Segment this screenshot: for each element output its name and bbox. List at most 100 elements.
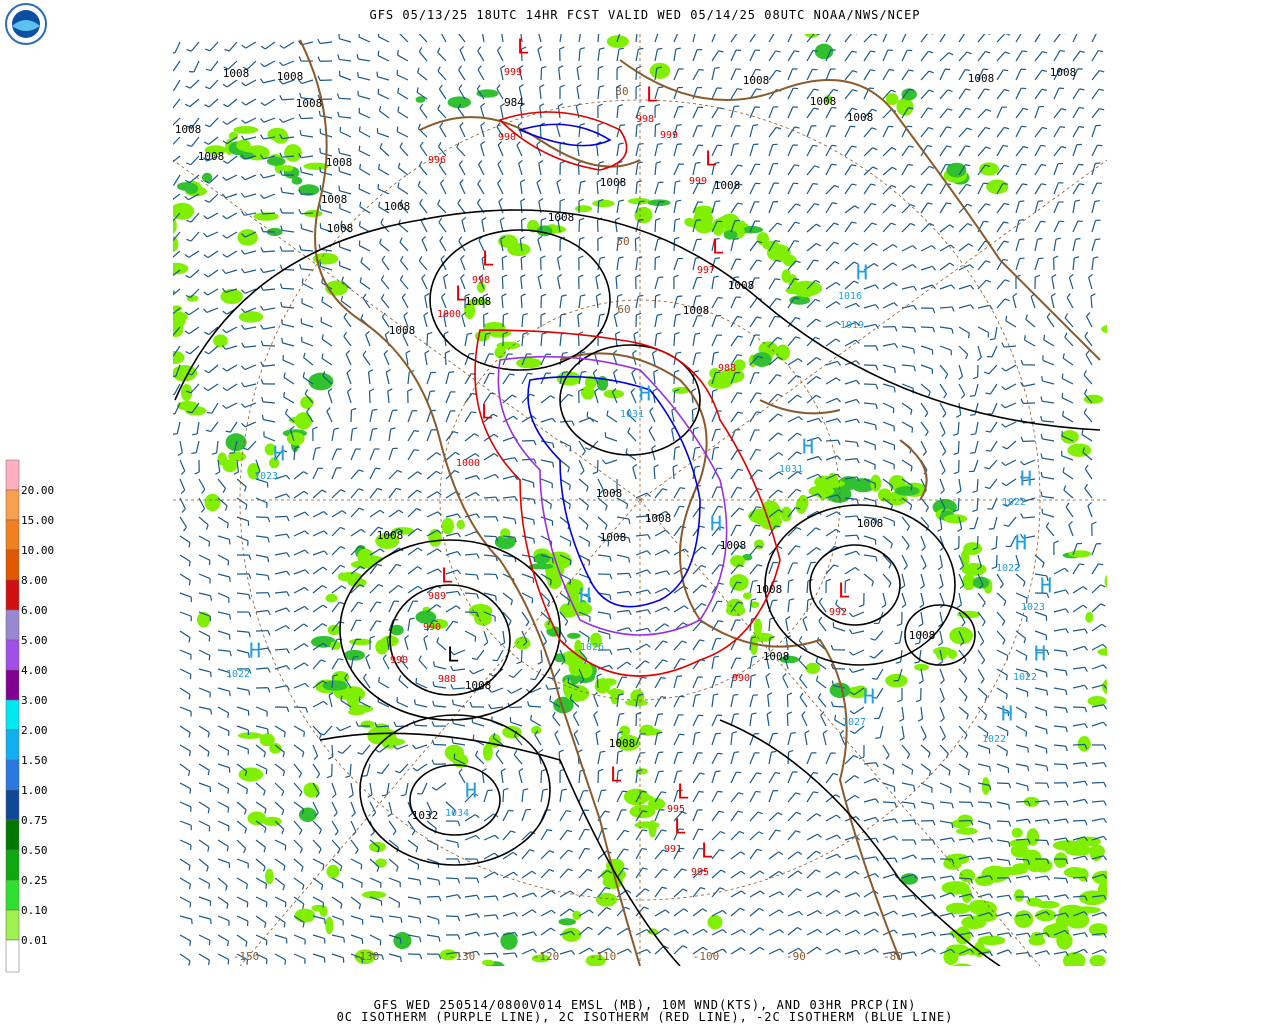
- wind-barb-flag: [1078, 163, 1084, 166]
- wind-barb-flag: [776, 393, 783, 397]
- wind-barb: [1091, 201, 1096, 214]
- wind-barb-flag: [360, 257, 364, 263]
- wind-barb-flag: [641, 847, 647, 850]
- wind-barb: [173, 383, 181, 395]
- wind-barb-flag: [580, 180, 586, 183]
- wind-barb: [901, 326, 915, 329]
- precip-blob: [269, 742, 282, 754]
- wind-barb-flag: [419, 103, 424, 109]
- wind-barb-flag: [299, 264, 302, 270]
- wind-barb-flag: [430, 390, 436, 393]
- wind-barb-flag: [851, 183, 857, 186]
- wind-barb: [844, 205, 855, 214]
- wind-barb: [301, 341, 314, 347]
- wind-barb: [939, 68, 946, 81]
- wind-barb-flag: [297, 79, 303, 84]
- wind-barb: [458, 164, 466, 176]
- wind-barb: [1053, 146, 1062, 157]
- wind-barb: [458, 88, 466, 100]
- wind-barb-flag: [530, 714, 533, 720]
- wind-barb: [1051, 277, 1055, 290]
- precip-blob: [262, 816, 282, 826]
- wind-barb: [362, 297, 371, 309]
- wind-barb: [920, 245, 932, 252]
- wind-barb: [806, 88, 815, 100]
- wind-barb: [380, 279, 390, 290]
- wind-barb-flag: [794, 278, 800, 281]
- wind-barb: [439, 183, 447, 195]
- wind-barb: [478, 239, 485, 252]
- wind-barb: [768, 278, 776, 290]
- precip-blob: [592, 199, 615, 208]
- wind-barb: [749, 334, 756, 347]
- wind-barb-flag: [397, 106, 400, 112]
- wind-barb: [1053, 69, 1061, 81]
- wind-barb-flag: [985, 392, 991, 395]
- precip-blob: [782, 254, 797, 267]
- precip-blob: [375, 858, 387, 868]
- wind-barb: [399, 241, 409, 252]
- wind-barb: [787, 126, 796, 138]
- wind-barb-flag: [661, 696, 667, 699]
- wind-barb-flag: [576, 65, 582, 69]
- wind-barb: [1072, 126, 1080, 138]
- wind-barb-flag: [967, 770, 970, 776]
- wind-barb-flag: [1041, 375, 1043, 382]
- wind-barb-flag: [501, 293, 507, 297]
- wind-barb: [208, 98, 219, 108]
- precip-blob: [291, 176, 303, 185]
- wind-barb-flag: [480, 102, 485, 107]
- wind-barb: [443, 334, 447, 347]
- wind-barb-flag: [576, 84, 582, 88]
- wind-barb: [381, 316, 390, 328]
- wind-barb-flag: [945, 163, 951, 166]
- wind-barb-flag: [302, 372, 305, 378]
- wind-barb-flag: [774, 240, 781, 243]
- wind-barb: [768, 222, 778, 233]
- wind-barb-flag: [479, 274, 484, 279]
- wind-barb: [173, 307, 181, 315]
- wind-barb: [958, 69, 966, 81]
- wind-barb: [1090, 295, 1093, 309]
- wind-barb: [635, 201, 641, 214]
- wind-barb-flag: [985, 146, 991, 150]
- wind-barb: [227, 155, 238, 164]
- wind-barb: [901, 204, 911, 214]
- wind-barb-flag: [1068, 273, 1074, 279]
- wind-barb: [616, 34, 621, 43]
- wind-barb: [1015, 107, 1024, 119]
- wind-barb-flag: [578, 198, 584, 202]
- wind-barb-flag: [189, 902, 192, 908]
- wind-barb: [1024, 339, 1036, 347]
- wind-barb-flag: [813, 259, 819, 262]
- precip-blob: [1089, 844, 1105, 859]
- wind-barb-flag: [203, 254, 209, 259]
- wind-barb-flag: [950, 284, 956, 290]
- wind-barb: [244, 117, 257, 124]
- precip-blob: [1053, 852, 1068, 869]
- wind-barb: [882, 185, 892, 195]
- wind-barb: [996, 51, 1006, 62]
- wind-barb: [616, 49, 620, 62]
- wind-barb-flag: [557, 255, 562, 259]
- wind-barb-flag: [502, 331, 508, 335]
- wind-barb: [654, 315, 658, 328]
- wind-barb-flag: [318, 244, 321, 250]
- wind-barb-flag: [558, 65, 564, 69]
- wind-barb: [320, 209, 333, 214]
- wind-barb: [692, 49, 698, 62]
- wind-barb-flag: [401, 293, 406, 298]
- wind-barb-flag: [496, 46, 502, 51]
- wind-barb-flag: [246, 788, 249, 794]
- wind-barb: [692, 353, 697, 366]
- wind-barb: [521, 373, 529, 385]
- wind-barb: [301, 171, 314, 176]
- precip-blob: [885, 93, 899, 106]
- wind-barb: [521, 333, 524, 347]
- wind-barb-flag: [437, 66, 441, 72]
- wind-barb: [301, 302, 314, 309]
- wind-barb: [825, 222, 835, 233]
- wind-barb-flag: [539, 84, 545, 88]
- wind-barb-flag: [241, 233, 246, 238]
